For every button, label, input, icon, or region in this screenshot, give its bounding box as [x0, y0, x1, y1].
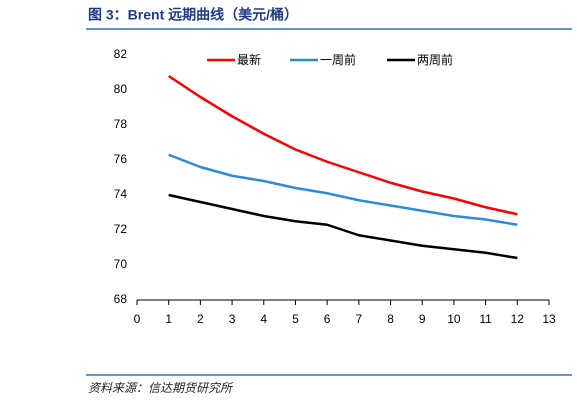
- y-tick-label: 72: [114, 222, 128, 236]
- y-tick-label: 82: [114, 47, 128, 61]
- y-tick-label: 78: [114, 117, 128, 131]
- x-tick-label: 1: [165, 312, 172, 326]
- chart-title: 图 3：Brent 远期曲线（美元/桶）: [88, 7, 298, 23]
- series-line: [168, 193, 518, 260]
- legend-label: 一周前: [320, 52, 356, 67]
- x-tick-label: 10: [447, 312, 461, 326]
- legend-label: 最新: [237, 52, 261, 67]
- x-tick-label: 5: [292, 312, 299, 326]
- y-tick-label: 80: [114, 82, 128, 96]
- series-line: [168, 153, 518, 226]
- series-line: [168, 74, 518, 216]
- y-tick-label: 70: [114, 257, 128, 271]
- x-tick-label: 7: [356, 312, 363, 326]
- x-tick-label: 11: [479, 312, 492, 326]
- source: 资料来源：信达期货研究所: [88, 381, 234, 395]
- y-tick-label: 68: [114, 292, 128, 306]
- x-tick-label: 0: [134, 312, 141, 326]
- legend-label: 两周前: [417, 52, 453, 67]
- x-tick-label: 2: [197, 312, 204, 326]
- x-tick-label: 3: [229, 312, 236, 326]
- x-tick-label: 9: [419, 312, 426, 326]
- y-tick-label: 74: [114, 187, 128, 201]
- y-tick-label: 76: [114, 152, 128, 166]
- x-tick-label: 12: [511, 312, 525, 326]
- x-tick-label: 4: [260, 312, 267, 326]
- x-tick-label: 8: [387, 312, 394, 326]
- x-tick-label: 13: [542, 312, 556, 326]
- x-tick-label: 6: [324, 312, 331, 326]
